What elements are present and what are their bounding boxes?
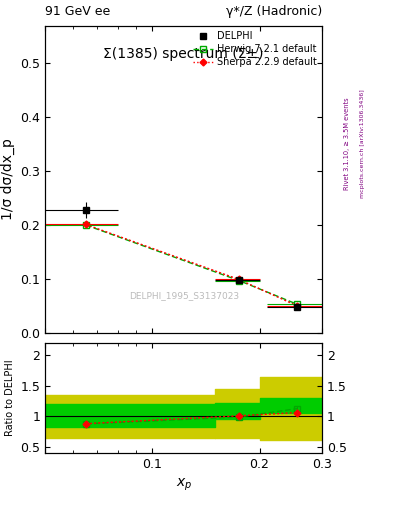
Text: 91 GeV ee: 91 GeV ee (45, 5, 110, 18)
Text: DELPHI_1995_S3137023: DELPHI_1995_S3137023 (129, 291, 239, 301)
Text: Σ(1385) spectrum (Σ±): Σ(1385) spectrum (Σ±) (103, 47, 264, 61)
Y-axis label: Ratio to DELPHI: Ratio to DELPHI (5, 360, 15, 436)
Text: Rivet 3.1.10, ≥ 3.5M events: Rivet 3.1.10, ≥ 3.5M events (344, 97, 350, 189)
Y-axis label: 1/σ dσ/dx_p: 1/σ dσ/dx_p (1, 138, 15, 220)
Text: γ*/Z (Hadronic): γ*/Z (Hadronic) (226, 5, 322, 18)
X-axis label: $x_p$: $x_p$ (176, 477, 192, 493)
Legend: DELPHI, Herwig 7.2.1 default, Sherpa 2.2.9 default: DELPHI, Herwig 7.2.1 default, Sherpa 2.2… (189, 28, 320, 71)
Text: mcplots.cern.ch [arXiv:1306.3436]: mcplots.cern.ch [arXiv:1306.3436] (360, 89, 365, 198)
